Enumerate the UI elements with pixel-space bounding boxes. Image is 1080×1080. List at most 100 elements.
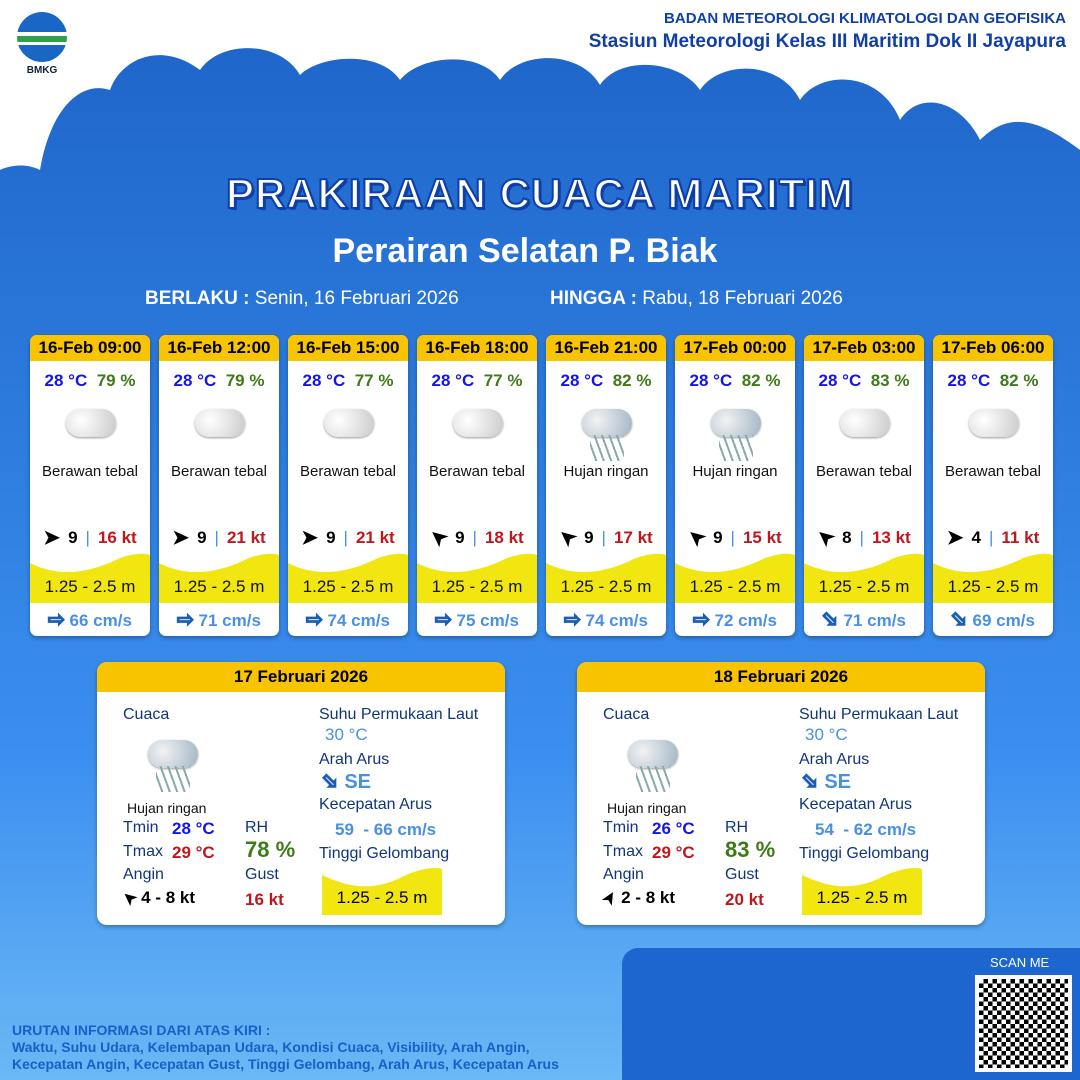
card-wave: 1.25 - 2.5 m <box>173 577 265 596</box>
label-current-speed: Kecepatan Arus <box>319 796 432 813</box>
wind-arrow-icon: ➤ <box>119 886 141 909</box>
wind-arrow-icon: ➤ <box>683 523 711 551</box>
card-condition: Berawan tebal <box>816 463 912 480</box>
card-humidity: 77 % <box>354 371 394 390</box>
forecast-card: 17-Feb 06:00 28 °C 82 % Berawan tebal ➤ 4… <box>933 335 1053 636</box>
card-humidity: 77 % <box>483 371 523 390</box>
panel-date: 17 Februari 2026 <box>97 662 505 692</box>
card-current: 71 cm/s <box>198 611 261 630</box>
current-arrow-icon: ⇨ <box>435 609 453 632</box>
card-time: 17-Feb 03:00 <box>804 335 924 361</box>
panel-current-dir: SE <box>824 771 852 793</box>
card-wave: 1.25 - 2.5 m <box>302 577 394 596</box>
footer-legend: URUTAN INFORMASI DARI ATAS KIRI : Waktu, … <box>12 1022 559 1072</box>
card-temp: 28 °C <box>560 371 604 390</box>
card-time: 16-Feb 15:00 <box>288 335 408 361</box>
forecast-card: 16-Feb 09:00 28 °C 79 % Berawan tebal ➤ 9… <box>30 335 150 636</box>
panel-wave: 1.25 - 2.5 m <box>816 888 908 907</box>
card-gust: 17 kt <box>613 527 653 547</box>
wind-arrow-icon: ➤ <box>172 527 190 549</box>
rain-cloud-icon <box>142 730 202 792</box>
label-sst: Suhu Permukaan Laut <box>319 706 479 723</box>
card-current: 74 cm/s <box>327 611 390 630</box>
panel-sst: 30 °C <box>805 725 848 744</box>
card-time: 16-Feb 21:00 <box>546 335 666 361</box>
label-current-speed: Kecepatan Arus <box>799 796 912 813</box>
panel-gust: 16 kt <box>245 890 284 909</box>
card-wave: 1.25 - 2.5 m <box>818 577 910 596</box>
card-condition: Hujan ringan <box>692 463 778 480</box>
card-current: 74 cm/s <box>585 611 648 630</box>
cloud-icon <box>963 399 1023 453</box>
card-temp: 28 °C <box>431 371 475 390</box>
valid-to: HINGGA : Rabu, 18 Februari 2026 <box>550 288 843 309</box>
label-wind: Angin <box>603 866 644 883</box>
forecast-card: 17-Feb 03:00 28 °C 83 % Berawan tebal ➤ 8… <box>804 335 924 636</box>
current-arrow-icon: ⇨ <box>945 606 973 634</box>
card-gust: 21 kt <box>355 527 395 547</box>
panel-wind: 2 - 8 kt <box>621 888 675 907</box>
label-current-dir: Arah Arus <box>319 751 390 768</box>
wind-arrow-icon: ➤ <box>301 527 319 549</box>
forecast-card: 16-Feb 15:00 28 °C 77 % Berawan tebal ➤ 9… <box>288 335 408 636</box>
card-gust: 18 kt <box>484 527 524 547</box>
card-gust: 21 kt <box>226 527 266 547</box>
label-gust: Gust <box>725 866 759 883</box>
forecast-card: 16-Feb 21:00 28 °C 82 % Hujan ringan ➤ 9 |… <box>546 335 666 636</box>
card-wind: 9 <box>455 527 465 547</box>
panel-tmin: 26 °C <box>652 819 695 838</box>
panel-tmax: 29 °C <box>172 843 215 862</box>
label-tmin: Tmin <box>123 819 159 836</box>
card-time: 17-Feb 06:00 <box>933 335 1053 361</box>
panel-condition: Hujan ringan <box>127 800 207 816</box>
card-gust: 13 kt <box>871 527 911 547</box>
current-arrow-icon: ⇨ <box>48 609 66 632</box>
card-wind: 8 <box>842 527 852 547</box>
card-condition: Berawan tebal <box>300 463 396 480</box>
panel-current-speed: 54 - 62 cm/s <box>815 820 917 839</box>
card-wave: 1.25 - 2.5 m <box>44 577 136 596</box>
card-temp: 28 °C <box>302 371 346 390</box>
wind-arrow-icon: ➤ <box>425 523 453 551</box>
current-arrow-icon: ⇨ <box>693 609 711 632</box>
current-arrow-icon: ⇨ <box>796 768 824 796</box>
card-temp: 28 °C <box>947 371 991 390</box>
card-gust: 15 kt <box>742 527 782 547</box>
label-gust: Gust <box>245 866 279 883</box>
wind-arrow-icon: ➤ <box>599 888 621 909</box>
current-arrow-icon: ⇨ <box>564 609 582 632</box>
card-wind: 9 <box>68 527 78 547</box>
label-current-dir: Arah Arus <box>799 751 870 768</box>
card-humidity: 83 % <box>870 371 910 390</box>
card-condition: Berawan tebal <box>429 463 525 480</box>
panel-condition: Hujan ringan <box>607 800 687 816</box>
cloud-icon <box>447 399 507 453</box>
cloud-icon <box>60 399 120 453</box>
label-rh: RH <box>245 819 269 836</box>
scan-me-label: SCAN ME <box>990 955 1050 970</box>
card-wind: 4 <box>971 527 981 547</box>
panel-date: 18 Februari 2026 <box>577 662 985 692</box>
label-sst: Suhu Permukaan Laut <box>799 706 959 723</box>
card-current: 69 cm/s <box>972 611 1035 630</box>
label-weather: Cuaca <box>603 706 650 723</box>
rain-cloud-icon <box>705 399 765 461</box>
qr-code[interactable] <box>975 975 1072 1072</box>
card-condition: Hujan ringan <box>563 463 649 480</box>
label-tmin: Tmin <box>603 819 639 836</box>
current-arrow-icon: ⇨ <box>316 768 344 796</box>
card-current: 71 cm/s <box>843 611 906 630</box>
panel-wave: 1.25 - 2.5 m <box>336 888 428 907</box>
label-tmax: Tmax <box>603 843 643 860</box>
forecast-card: 16-Feb 12:00 28 °C 79 % Berawan tebal ➤ 9… <box>159 335 279 636</box>
agency-header: BADAN METEOROLOGI KLIMATOLOGI DAN GEOFIS… <box>589 10 1066 53</box>
panel-tmin: 28 °C <box>172 819 215 838</box>
agency-name: BADAN METEOROLOGI KLIMATOLOGI DAN GEOFIS… <box>664 10 1066 27</box>
cloud-icon <box>834 399 894 453</box>
card-humidity: 79 % <box>96 371 136 390</box>
forecast-card: 17-Feb 00:00 28 °C 82 % Hujan ringan ➤ 9 |… <box>675 335 795 636</box>
cloud-icon <box>318 399 378 453</box>
area-subtitle: Perairan Selatan P. Biak <box>332 232 718 270</box>
card-humidity: 79 % <box>225 371 265 390</box>
panel-rh: 83 % <box>725 837 776 862</box>
